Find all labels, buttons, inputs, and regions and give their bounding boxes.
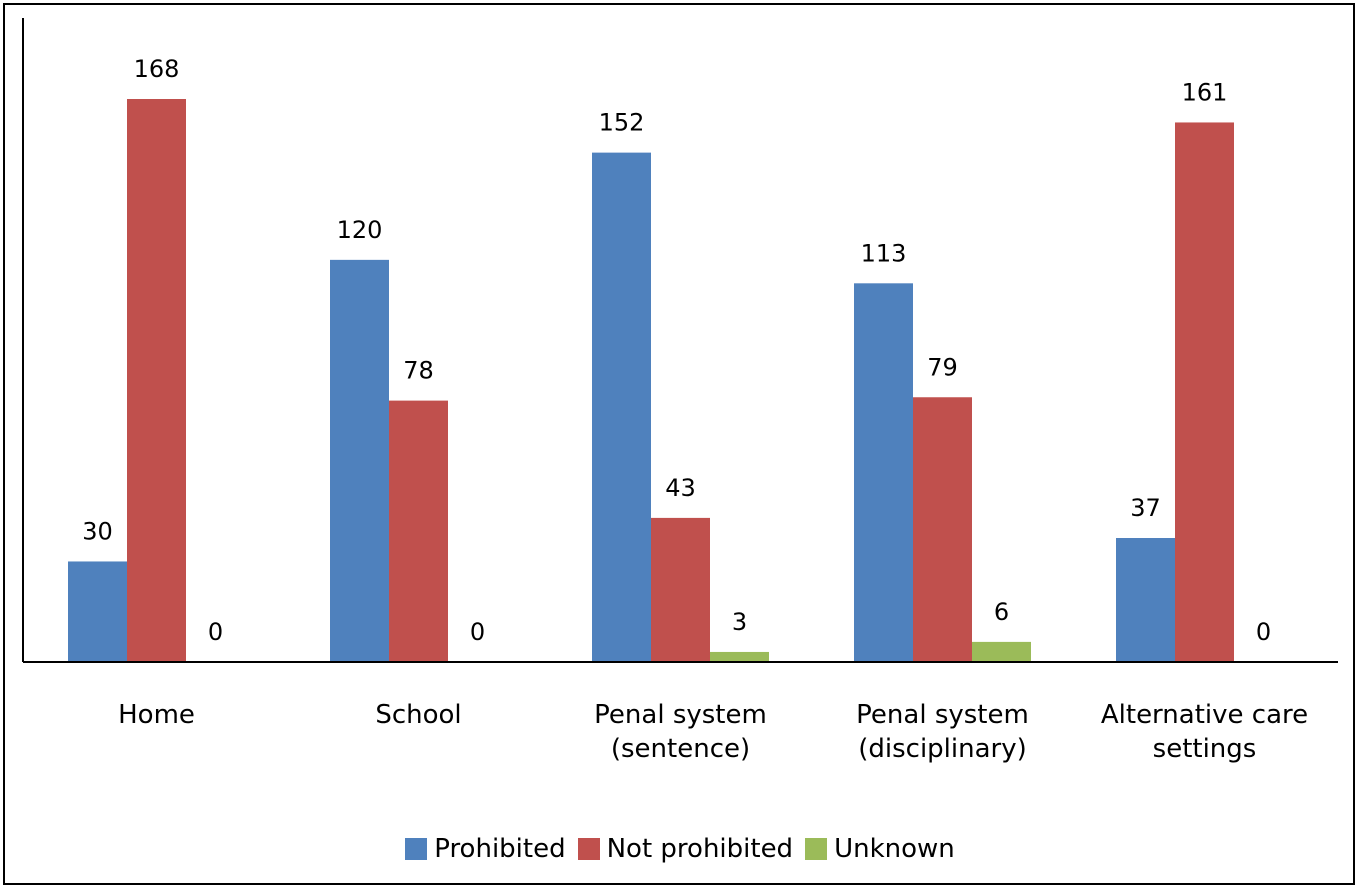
legend-swatch-not-prohibited — [577, 838, 600, 860]
data-label-not-prohibited-3: 79 — [927, 353, 958, 381]
data-label-not-prohibited-4: 161 — [1182, 78, 1228, 106]
legend-swatch-prohibited — [405, 838, 428, 860]
data-label-unknown-3: 6 — [994, 598, 1009, 626]
x-tick-labels: Home School Penal system (sentence) Penal sy… — [118, 700, 1308, 764]
x-tick-label-2-1: (sentence) — [611, 734, 750, 764]
legend: Prohibited Not prohibited Unknown — [0, 834, 1360, 864]
legend-item-not-prohibited: Not prohibited — [577, 834, 794, 864]
bar-not-prohibited-3 — [913, 397, 972, 662]
bar-prohibited-0 — [68, 561, 127, 662]
data-label-prohibited-1: 120 — [337, 216, 383, 244]
x-tick-label-4-1: settings — [1153, 734, 1257, 764]
data-label-not-prohibited-1: 78 — [403, 357, 434, 385]
data-label-prohibited-3: 113 — [861, 239, 907, 267]
bar-prohibited-1 — [330, 259, 389, 662]
legend-label-not-prohibited: Not prohibited — [606, 834, 794, 864]
legend-label-unknown: Unknown — [834, 834, 955, 864]
legend-label-prohibited: Prohibited — [434, 834, 566, 864]
x-tick-label-3-0: Penal system — [856, 700, 1029, 730]
bar-not-prohibited-2 — [651, 517, 710, 662]
x-tick-label-3-1: (disciplinary) — [858, 734, 1027, 764]
legend-item-prohibited: Prohibited — [405, 834, 566, 864]
data-label-not-prohibited-0: 168 — [134, 55, 180, 83]
legend-swatch-unknown — [805, 838, 828, 860]
data-label-prohibited-0: 30 — [82, 517, 113, 545]
data-label-unknown-1: 0 — [470, 618, 485, 646]
data-label-prohibited-4: 37 — [1130, 494, 1161, 522]
bar-prohibited-2 — [592, 152, 651, 662]
data-label-prohibited-2: 152 — [599, 109, 645, 137]
bar-unknown-3 — [972, 641, 1031, 662]
legend-item-unknown: Unknown — [805, 834, 955, 864]
x-tick-label-2-0: Penal system — [594, 700, 767, 730]
data-label-not-prohibited-2: 43 — [665, 474, 696, 502]
x-tick-label-4-0: Alternative care — [1101, 700, 1308, 730]
data-labels-layer: 30 168 0 120 78 0 152 43 3 113 79 6 37 161 0 — [82, 55, 1271, 646]
data-label-unknown-0: 0 — [208, 618, 223, 646]
bar-not-prohibited-0 — [127, 99, 186, 662]
bars-layer — [68, 99, 1234, 663]
chart-frame — [3, 3, 1355, 885]
data-label-unknown-2: 3 — [732, 608, 747, 636]
data-label-unknown-4: 0 — [1256, 618, 1271, 646]
bar-prohibited-3 — [854, 283, 913, 662]
x-tick-label-0-0: Home — [118, 700, 195, 730]
x-tick-label-1-0: School — [375, 700, 461, 730]
bar-prohibited-4 — [1116, 538, 1175, 662]
bar-unknown-2 — [710, 651, 769, 662]
bar-not-prohibited-4 — [1175, 122, 1234, 663]
bar-not-prohibited-1 — [389, 400, 448, 662]
